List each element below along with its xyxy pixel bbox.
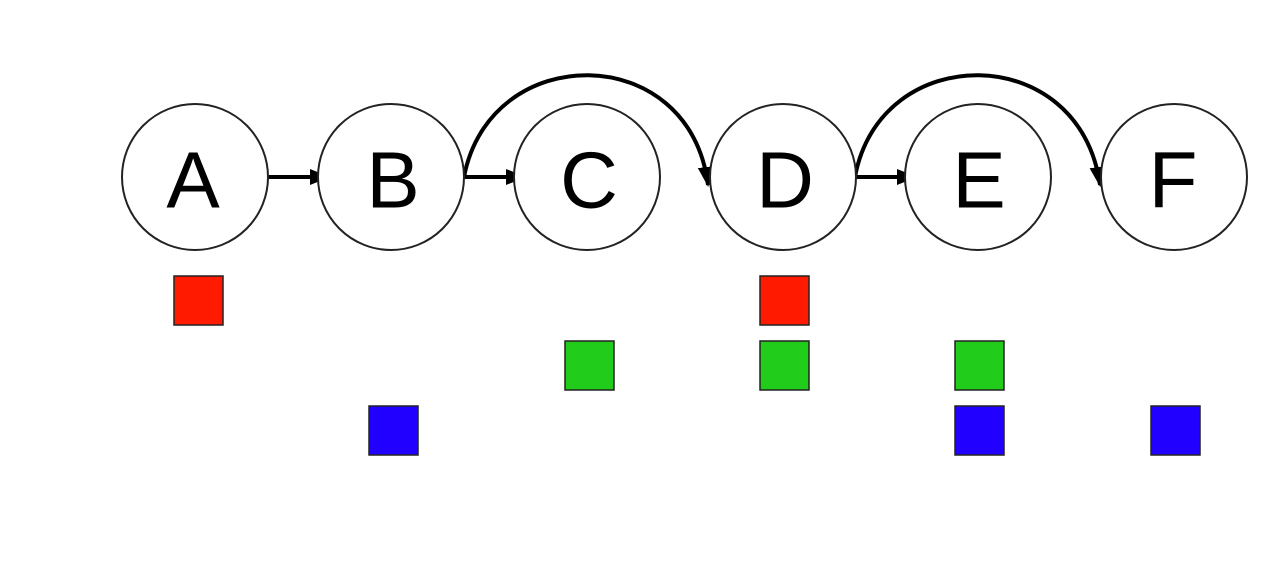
node-b-label: B <box>366 136 419 225</box>
green-marker-d <box>759 340 810 391</box>
green-marker-c <box>564 340 615 391</box>
node-c: C <box>513 103 661 251</box>
node-b: B <box>317 103 465 251</box>
nodes: A B C D E F <box>121 103 1248 251</box>
node-e: E <box>904 103 1052 251</box>
markers <box>173 275 1201 456</box>
node-d: D <box>709 103 857 251</box>
green-marker-e <box>954 340 1005 391</box>
blue-marker-f <box>1150 405 1201 456</box>
edge-b-d-arc <box>462 73 714 187</box>
node-f-label: F <box>1149 136 1198 225</box>
blue-marker-e <box>954 405 1005 456</box>
blue-marker-b <box>368 405 419 456</box>
node-e-label: E <box>952 136 1005 225</box>
edge-d-f-arc <box>853 73 1106 187</box>
red-marker-a <box>173 275 224 326</box>
node-a-label: A <box>166 136 220 225</box>
node-d-label: D <box>756 136 814 225</box>
node-c-label: C <box>560 136 618 225</box>
red-marker-d <box>759 275 810 326</box>
node-f: F <box>1100 103 1248 251</box>
node-a: A <box>121 103 269 251</box>
